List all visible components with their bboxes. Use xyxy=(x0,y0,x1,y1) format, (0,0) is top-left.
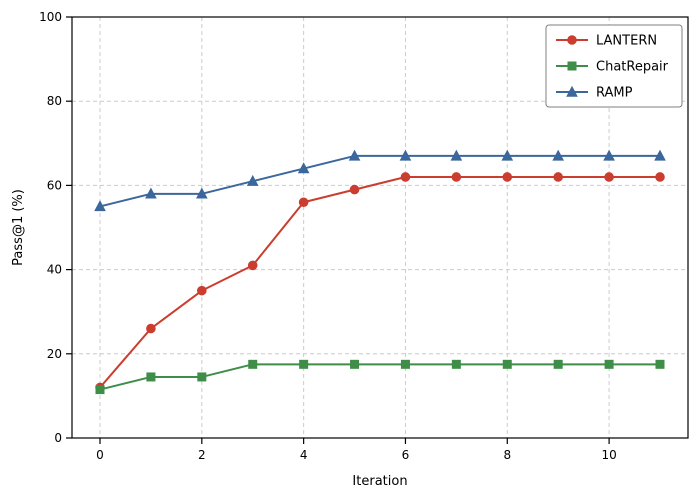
series-LANTERN xyxy=(95,172,665,393)
marker-triangle xyxy=(399,149,412,161)
series-RAMP xyxy=(94,149,666,212)
y-tick-label: 0 xyxy=(54,431,62,445)
x-axis-label: Iteration xyxy=(352,474,407,489)
series-line-ChatRepair xyxy=(99,363,661,391)
marker-triangle xyxy=(246,174,259,186)
marker-triangle xyxy=(348,149,361,161)
marker-triangle xyxy=(501,149,514,161)
marker-square xyxy=(248,359,258,369)
marker-circle xyxy=(451,172,462,182)
marker-circle xyxy=(655,172,665,182)
series-ChatRepair xyxy=(95,359,665,395)
marker-circle xyxy=(400,172,411,182)
marker-circle xyxy=(146,323,156,334)
marker-triangle xyxy=(654,149,666,161)
marker-square xyxy=(197,372,207,382)
marker-circle xyxy=(349,184,360,195)
legend-box xyxy=(545,24,683,108)
marker-triangle xyxy=(297,162,310,174)
legend-label: LANTERN xyxy=(596,34,657,49)
x-tick-label: 0 xyxy=(96,448,104,462)
marker-square xyxy=(299,359,309,369)
legend-label: RAMP xyxy=(596,86,633,101)
x-tick-label: 10 xyxy=(601,448,616,462)
y-tick-label: 60 xyxy=(47,178,62,192)
x-tick-label: 6 xyxy=(402,448,410,462)
y-tick-label: 20 xyxy=(47,347,62,361)
x-tick-label: 4 xyxy=(300,448,308,462)
plot-border xyxy=(71,16,689,439)
marker-circle xyxy=(567,35,577,45)
marker-circle xyxy=(298,197,309,208)
series-line-LANTERN xyxy=(99,175,661,389)
marker-square xyxy=(655,359,665,369)
marker-circle xyxy=(247,260,258,271)
marker-square xyxy=(451,359,461,369)
marker-square xyxy=(95,385,105,395)
marker-triangle xyxy=(603,149,615,161)
marker-triangle xyxy=(450,149,463,161)
series-line-RAMP xyxy=(99,154,661,208)
legend: LANTERN ChatRepair RAMP xyxy=(545,24,683,108)
x-tick-label: 8 xyxy=(503,448,511,462)
marker-square xyxy=(567,61,577,71)
marker-square xyxy=(553,359,563,369)
marker-triangle xyxy=(566,85,578,97)
marker-square xyxy=(350,359,360,369)
marker-triangle xyxy=(195,187,208,199)
marker-triangle xyxy=(94,200,106,212)
marker-circle xyxy=(502,172,513,182)
y-axis-label: Pass@1 (%) xyxy=(11,189,26,266)
legend-label: ChatRepair xyxy=(596,60,669,75)
x-tick-label: 2 xyxy=(198,448,206,462)
marker-circle xyxy=(553,172,563,182)
y-tick-label: 80 xyxy=(47,94,62,108)
y-tick-label: 100 xyxy=(39,10,62,24)
marker-triangle xyxy=(145,187,157,199)
marker-square xyxy=(502,359,512,369)
marker-square xyxy=(604,359,614,369)
marker-square xyxy=(146,372,156,382)
y-tick-label: 40 xyxy=(47,263,62,277)
marker-square xyxy=(400,359,410,369)
marker-circle xyxy=(197,285,207,296)
marker-circle xyxy=(604,172,614,182)
marker-triangle xyxy=(552,149,565,161)
